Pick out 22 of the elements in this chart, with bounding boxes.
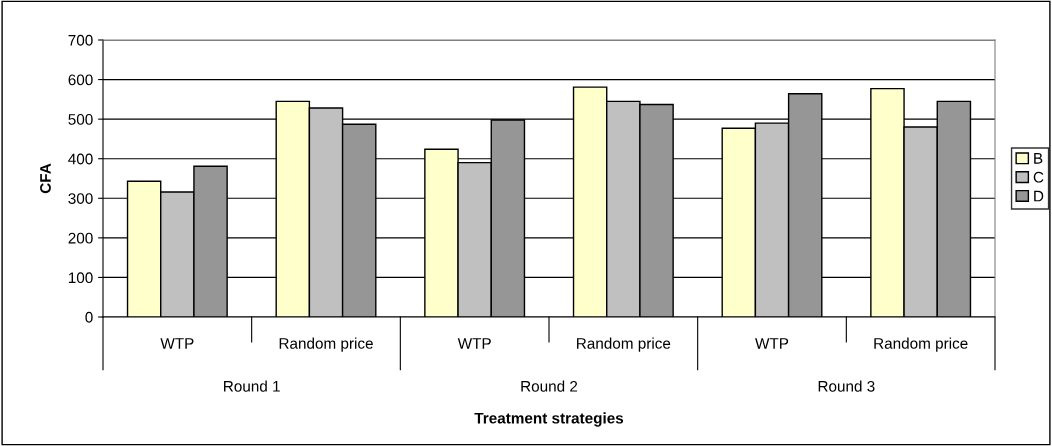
x-tick-label: WTP [755,338,789,349]
x-tick-label: WTP [160,338,194,349]
x-tick-label: Random price [279,337,373,352]
x-tick-label: Random price [577,337,671,352]
y-tick-label: 600 [68,74,93,86]
y-tick-label: 500 [68,114,93,125]
x-tick-label: Random price [874,337,968,352]
text: Round 1 [224,380,280,392]
y-tick-label: 0 [85,311,93,323]
x-axis-title: Treatment strategies [474,412,624,427]
legend-label: B [1034,153,1043,164]
legend-label: D [1034,190,1044,202]
y-tick-label: 700 [68,34,93,46]
text: Round 3 [818,380,875,392]
x-tick-label: WTP [457,338,491,349]
y-tick-label: 300 [68,193,93,204]
y-tick-label: 100 [68,272,93,284]
y-tick-label: 400 [68,153,93,165]
legend-label: C [1033,171,1044,183]
y-axis-title: CFA [40,163,51,194]
text: Round 2 [521,380,578,392]
y-tick-label: 200 [68,232,93,244]
